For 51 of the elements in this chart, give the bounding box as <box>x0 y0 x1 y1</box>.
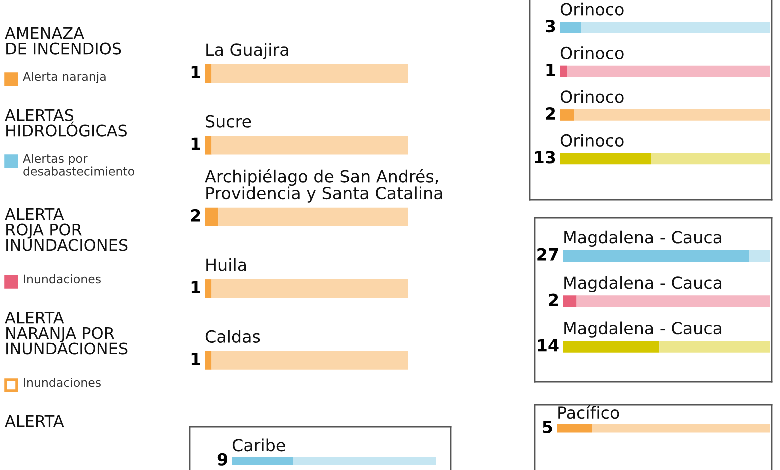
data-label: 9 <box>218 453 228 466</box>
y-tick-label: Magdalena - Cauca <box>564 230 722 247</box>
y-tick-label: Orinoco <box>560 2 624 16</box>
data-label: 14 <box>538 339 559 352</box>
data-label: 27 <box>538 248 558 261</box>
data-label: 1 <box>192 281 200 294</box>
text: ALERTA NARANJA POR INUNDACIONES <box>5 312 128 355</box>
data-label: 1 <box>546 64 556 76</box>
bar <box>567 66 770 78</box>
bar <box>563 341 660 353</box>
y-tick-label: Magdalena - Cauca <box>564 322 722 338</box>
category-label: Alertas por desabastecimiento <box>23 154 134 176</box>
bar <box>560 110 574 121</box>
bar <box>576 296 770 308</box>
text: ALERTA ROJA POR INUNDACIONES <box>5 208 128 252</box>
bar <box>749 250 770 262</box>
text: ALERTA <box>5 415 64 428</box>
bar <box>574 110 770 121</box>
bar <box>560 153 651 165</box>
y-tick-label: Huila <box>206 258 246 272</box>
y-tick-label: Orinoco <box>560 46 624 60</box>
y-tick-label: La Guajira <box>206 43 288 60</box>
text: ALERTAS HIDROLÓGICAS <box>5 109 127 137</box>
category-label: Inundaciones <box>24 274 101 284</box>
text: AMENAZA DE INCENDIOS <box>5 27 122 55</box>
data-label: 1 <box>192 138 200 150</box>
data-label: 5 <box>543 421 552 434</box>
y-tick-label: Orinoco <box>560 134 624 147</box>
data-label: 2 <box>546 107 556 120</box>
y-tick-label: Archipiélago de San Andrés, Providencia y Santa Catalina <box>205 169 442 203</box>
data-label: 2 <box>191 209 200 222</box>
y-tick-label: Caldas <box>206 330 260 343</box>
category-label: Alerta naranja <box>23 72 106 84</box>
bar <box>581 22 770 34</box>
bar <box>563 250 750 262</box>
bar <box>563 296 577 308</box>
data-label: 13 <box>535 151 556 164</box>
y-tick-label: Sucre <box>206 115 252 128</box>
y-tick-label: Caribe <box>232 438 286 452</box>
bar <box>651 153 770 165</box>
data-label: 1 <box>192 66 200 78</box>
data-label: 1 <box>192 353 200 366</box>
data-label: 2 <box>549 294 558 306</box>
y-tick-label: Orinoco <box>560 90 624 104</box>
data-label: 3 <box>546 20 556 33</box>
y-tick-label: Magdalena - Cauca <box>564 276 722 292</box>
y-tick-label: Pacífico <box>558 406 620 420</box>
bar <box>660 341 770 353</box>
bar <box>560 66 567 78</box>
category-label: Inundaciones <box>24 378 101 388</box>
bar <box>560 22 581 34</box>
